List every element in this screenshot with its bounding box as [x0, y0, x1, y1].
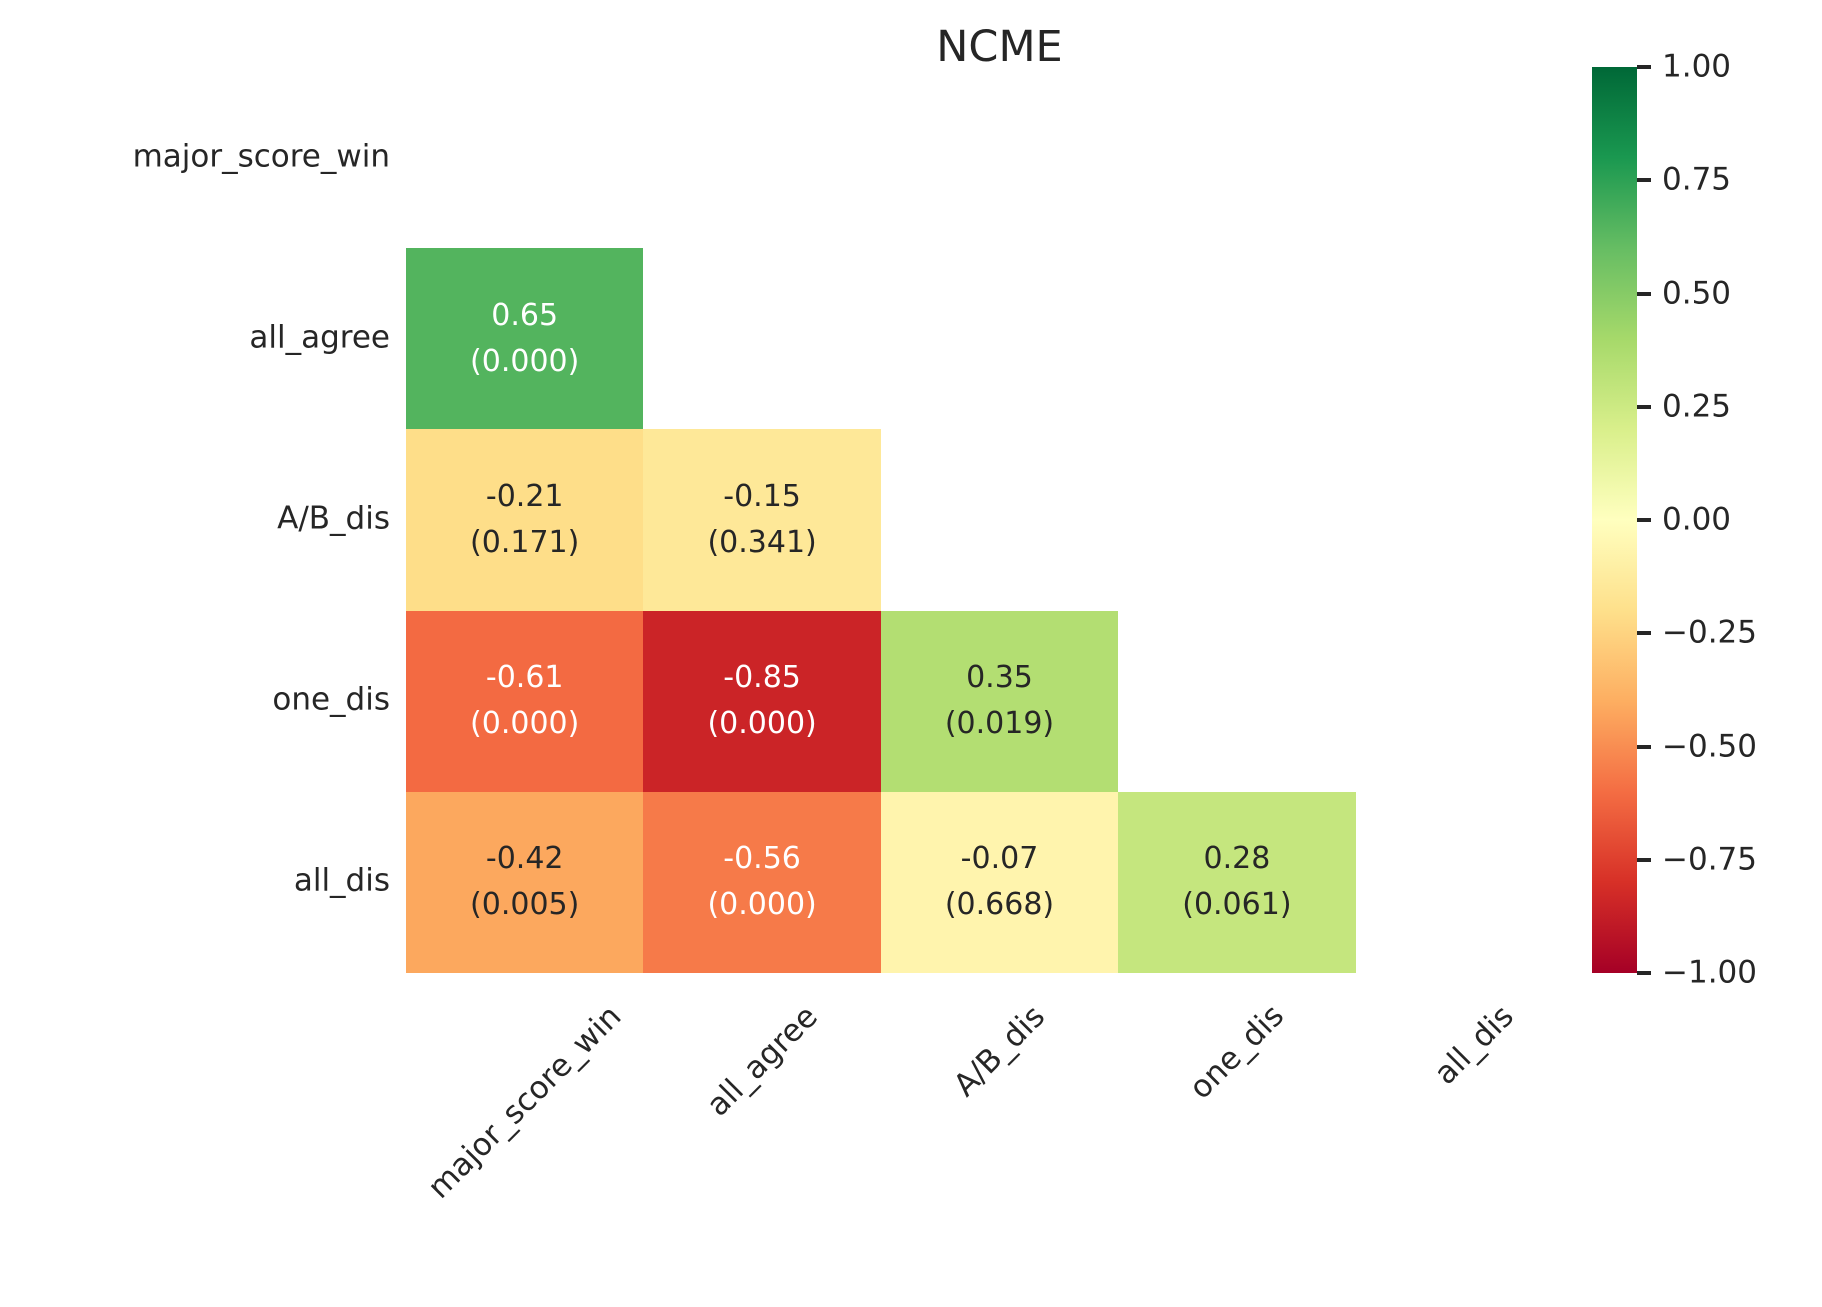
x-tick-label-one-dis: one_dis	[1182, 998, 1292, 1107]
colorbar-tick-mark	[1637, 178, 1651, 183]
cell-p-value: (0.019)	[944, 706, 1055, 742]
colorbar-tick-mark	[1637, 518, 1651, 522]
colorbar-tick-label: −0.75	[1662, 841, 1757, 878]
heatmap-cell-one-dis-A-B-dis: 0.35 (0.019)	[880, 610, 1119, 792]
cell-p-value: (0.668)	[944, 887, 1055, 923]
heatmap-cell-A-B-dis-major-score-win: -0.21 (0.171)	[406, 429, 644, 611]
colorbar-tick-mark	[1637, 631, 1651, 636]
heatmap-cell-all-dis-A-B-dis: -0.07 (0.668)	[880, 791, 1119, 973]
colorbar-tick-label: 0.00	[1662, 501, 1732, 538]
colorbar-tick-mark	[1637, 404, 1651, 409]
colorbar-tick-label: 0.75	[1662, 161, 1732, 198]
x-tick-label-all-dis: all_dis	[1427, 997, 1522, 1092]
cell-p-value: (0.000)	[470, 706, 580, 742]
colorbar-tick-mark	[1637, 857, 1651, 862]
colorbar-gradient	[1592, 67, 1637, 973]
chart-title: NCME	[936, 22, 1063, 72]
colorbar-tick-mark	[1637, 291, 1651, 296]
heatmap-cell-one-dis-all-agree: -0.85 (0.000)	[643, 610, 881, 792]
colorbar-tick-label: 0.50	[1662, 274, 1732, 311]
cell-p-value: (0.341)	[707, 524, 817, 560]
y-tick-label-major-score-win: major_score_win	[132, 138, 390, 175]
cell-p-value: (0.000)	[707, 887, 817, 923]
heatmap-cell-all-dis-all-agree: -0.56 (0.000)	[643, 791, 881, 973]
cell-correlation-value: -0.61	[485, 660, 564, 696]
x-tick-label-all-agree: all_agree	[699, 998, 825, 1124]
cell-correlation-value: -0.56	[723, 841, 801, 877]
y-tick-label-one-dis: one_dis	[272, 681, 390, 718]
cell-p-value: (0.061)	[1182, 887, 1292, 923]
x-tick-label-A-B-dis: A/B_dis	[946, 998, 1053, 1104]
cell-p-value: (0.000)	[707, 706, 817, 742]
colorbar-tick-label: 0.25	[1662, 388, 1732, 425]
colorbar-tick-mark	[1637, 65, 1651, 69]
heatmap-cell-one-dis-major-score-win: -0.61 (0.000)	[406, 610, 644, 792]
cell-correlation-value: 0.28	[1203, 841, 1271, 877]
cell-p-value: (0.005)	[470, 887, 580, 923]
cell-correlation-value: -0.42	[485, 841, 564, 877]
x-tick-label-major-score-win: major_score_win	[421, 997, 629, 1206]
colorbar-tick-label: −0.25	[1662, 614, 1757, 651]
cell-correlation-value: -0.07	[960, 841, 1039, 877]
cell-p-value: (0.171)	[470, 524, 580, 560]
heatmap-cell-all-dis-major-score-win: -0.42 (0.005)	[406, 791, 644, 973]
y-tick-label-A-B-dis: A/B_dis	[277, 500, 390, 537]
cell-correlation-value: -0.85	[723, 660, 801, 696]
heatmap-grid: 0.65 (0.000) -0.21 (0.171) -0.15 (0.341) -0.61…	[406, 67, 1593, 973]
heatmap-cell-A-B-dis-all-agree: -0.15 (0.341)	[643, 429, 881, 611]
colorbar-tick-label: −1.00	[1662, 954, 1757, 991]
colorbar-tick-mark	[1637, 744, 1651, 749]
heatmap-cell-all-agree-major-score-win: 0.65 (0.000)	[406, 248, 644, 430]
y-tick-label-all-dis: all_dis	[293, 862, 390, 899]
colorbar-tick-label: 1.00	[1662, 48, 1732, 85]
colorbar-tick-label: −0.50	[1662, 727, 1757, 764]
cell-correlation-value: 0.35	[966, 660, 1033, 696]
cell-p-value: (0.000)	[470, 343, 580, 379]
cell-correlation-value: 0.65	[491, 297, 559, 333]
cell-correlation-value: -0.21	[485, 478, 564, 514]
y-tick-label-all-agree: all_agree	[249, 319, 390, 356]
heatmap-cell-all-dis-one-dis: 0.28 (0.061)	[1118, 791, 1356, 973]
cell-correlation-value: -0.15	[723, 478, 801, 514]
colorbar-tick-mark	[1637, 971, 1651, 975]
